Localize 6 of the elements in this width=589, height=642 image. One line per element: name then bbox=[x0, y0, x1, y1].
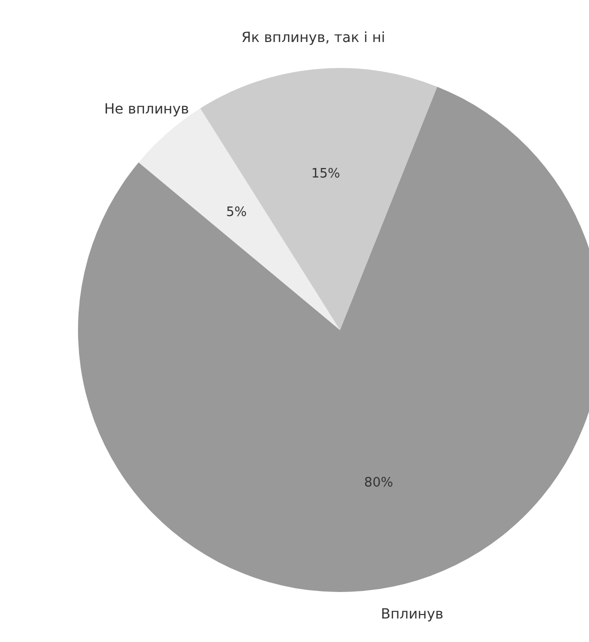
data-label: 5% bbox=[226, 204, 247, 220]
data-label: 80% bbox=[364, 475, 394, 490]
slice-label: Не вплинув bbox=[104, 101, 189, 118]
slice-label: Вплинув bbox=[380, 606, 444, 622]
data-label: 15% bbox=[311, 166, 340, 182]
slice-label: Як вплинув, так і ні bbox=[241, 30, 386, 46]
